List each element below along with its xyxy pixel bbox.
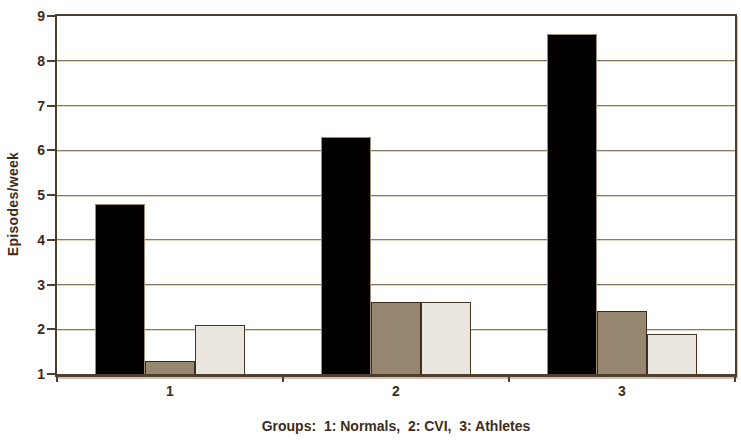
gridline-3 bbox=[57, 284, 735, 285]
y-tick-label-4: 4 bbox=[0, 231, 45, 249]
bar-group2-black bbox=[321, 137, 371, 374]
y-tick-mark bbox=[47, 15, 55, 17]
plot-area bbox=[55, 14, 737, 377]
x-axis-title: Groups: 1: Normals, 2: CVI, 3: Athletes bbox=[55, 418, 737, 434]
y-tick-mark bbox=[47, 194, 55, 196]
y-tick-mark bbox=[47, 284, 55, 286]
x-tick-mark bbox=[56, 377, 58, 382]
y-tick-mark bbox=[47, 373, 55, 375]
x-tick-mark bbox=[508, 377, 510, 382]
y-tick-label-7: 7 bbox=[0, 97, 45, 115]
y-tick-mark bbox=[47, 105, 55, 107]
gridline-6 bbox=[57, 150, 735, 151]
bar-group3-cream bbox=[647, 334, 697, 374]
bar-group3-black bbox=[547, 34, 597, 374]
bar-group1-brown bbox=[145, 361, 195, 374]
y-tick-label-1: 1 bbox=[0, 365, 45, 383]
bar-chart: Episodes/week 123456789 123 Groups: 1: N… bbox=[0, 0, 741, 447]
bar-group1-cream bbox=[195, 325, 245, 374]
x-tick-mark bbox=[734, 377, 736, 382]
x-tick-mark bbox=[282, 377, 284, 382]
y-tick-label-5: 5 bbox=[0, 186, 45, 204]
y-tick-label-6: 6 bbox=[0, 141, 45, 159]
y-tick-mark bbox=[47, 328, 55, 330]
y-tick-mark bbox=[47, 149, 55, 151]
y-tick-mark bbox=[47, 239, 55, 241]
gridline-8 bbox=[57, 60, 735, 61]
x-category-label-3: 3 bbox=[602, 383, 642, 399]
bar-group3-brown bbox=[597, 311, 647, 374]
gridline-7 bbox=[57, 105, 735, 106]
gridline-5 bbox=[57, 195, 735, 196]
y-tick-label-9: 9 bbox=[0, 7, 45, 25]
y-tick-mark bbox=[47, 60, 55, 62]
bar-group2-cream bbox=[421, 302, 471, 374]
y-tick-label-3: 3 bbox=[0, 276, 45, 294]
y-tick-label-2: 2 bbox=[0, 320, 45, 338]
bar-group2-brown bbox=[371, 302, 421, 374]
y-tick-label-8: 8 bbox=[0, 52, 45, 70]
x-category-label-2: 2 bbox=[376, 383, 416, 399]
x-category-label-1: 1 bbox=[150, 383, 190, 399]
bar-group1-black bbox=[95, 204, 145, 374]
gridline-4 bbox=[57, 239, 735, 240]
